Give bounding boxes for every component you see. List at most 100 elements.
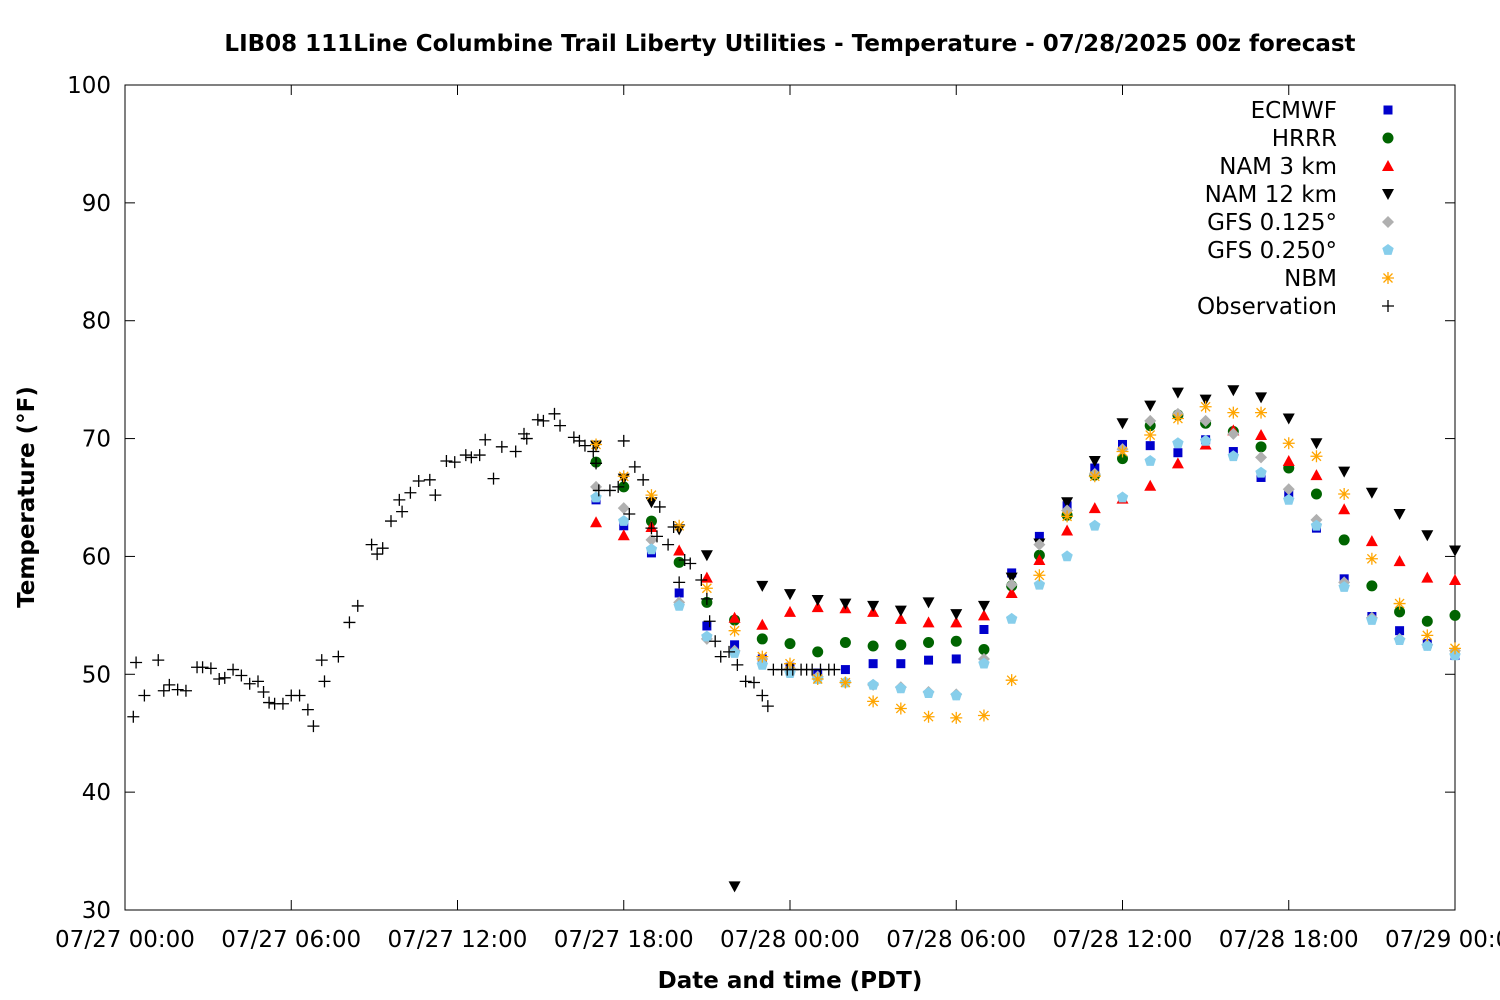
data-point-nbm [1005, 674, 1018, 687]
data-point-gfs-0-250 [1449, 649, 1461, 661]
data-point-observation [590, 457, 603, 470]
data-point-nbm [784, 657, 796, 670]
data-point-gfs-0-250 [978, 657, 990, 669]
data-point-observation [637, 473, 650, 486]
data-point-observation [351, 599, 364, 612]
data-point-observation [651, 530, 663, 543]
data-point-observation [537, 414, 550, 427]
data-point-nam-3-km [1088, 502, 1101, 514]
data-point-gfs-0-250 [1005, 612, 1018, 624]
data-point-observation [171, 683, 184, 696]
data-point-hrrr [1255, 441, 1267, 453]
data-point-observation [828, 663, 841, 676]
data-point-gfs-0-125 [1005, 578, 1018, 591]
data-point-observation [495, 440, 508, 453]
data-point-observation [218, 671, 231, 684]
data-point-observation [578, 439, 591, 452]
data-point-nam-12-km [756, 580, 769, 592]
data-point-ecmwf [840, 665, 850, 675]
data-point-observation [592, 484, 605, 497]
data-point-ecmwf [868, 659, 878, 669]
data-point-nam-12-km [1449, 545, 1461, 557]
data-point-observation [479, 433, 492, 446]
data-point-nam-3-km [1033, 553, 1046, 565]
data-point-observation [179, 684, 192, 697]
data-point-observation [371, 548, 384, 561]
data-point-nam-12-km [1005, 572, 1018, 584]
chart-title: LIB08 111Line Columbine Trail Liberty Ut… [224, 31, 1355, 57]
data-point-gfs-0-250 [1393, 634, 1406, 645]
x-tick-label: 07/29 00:00 [1385, 927, 1500, 953]
legend-marker-gfs-0-125 [1382, 216, 1394, 228]
x-tick-label: 07/28 00:00 [720, 927, 860, 953]
data-point-ecmwf [979, 625, 989, 634]
x-tick-label: 07/27 00:00 [55, 927, 195, 953]
data-point-nam-3-km [922, 616, 935, 628]
data-point-nbm [1227, 406, 1240, 419]
data-point-observation [509, 445, 522, 458]
legend-label-ecmwf: ECMWF [1251, 98, 1337, 124]
y-tick-label: 70 [82, 427, 111, 453]
data-point-hrrr [1338, 534, 1350, 546]
y-tick-label: 90 [82, 191, 111, 217]
data-point-nam-12-km [977, 600, 990, 612]
data-point-observation [459, 449, 472, 462]
data-point-observation [612, 480, 625, 493]
data-point-nam-12-km [922, 597, 935, 609]
data-point-nam-12-km [1310, 438, 1323, 450]
data-point-nam-12-km [894, 605, 907, 617]
data-point-observation [573, 434, 586, 447]
data-point-gfs-0-250 [1199, 434, 1212, 446]
x-axis-label: Date and time (PDT) [658, 968, 923, 994]
data-point-observation [617, 434, 630, 447]
data-point-gfs-0-125 [1282, 483, 1295, 496]
legend-label-nam-12-km: NAM 12 km [1205, 182, 1337, 208]
data-point-observation [440, 454, 453, 467]
data-point-hrrr [756, 633, 768, 645]
data-point-nbm [728, 624, 741, 637]
data-point-nbm [1310, 450, 1323, 463]
data-point-hrrr [1310, 488, 1322, 500]
data-point-hrrr [1117, 453, 1128, 465]
data-point-nbm [756, 650, 769, 663]
data-point-gfs-0-125 [1144, 414, 1157, 427]
data-point-observation [365, 538, 378, 551]
data-point-nam-3-km [1282, 454, 1295, 466]
data-point-ecmwf [702, 621, 712, 631]
data-point-hrrr [950, 635, 962, 647]
data-point-nam-3-km [1421, 571, 1434, 583]
data-point-ecmwf [951, 654, 961, 664]
data-point-observation [293, 689, 306, 702]
series-nbm [590, 400, 1461, 724]
data-point-gfs-0-250 [1172, 437, 1184, 449]
data-point-observation [587, 445, 600, 458]
data-point-observation [714, 650, 727, 663]
data-point-nam-12-km [839, 598, 852, 610]
data-point-observation [603, 484, 616, 497]
data-point-ecmwf [896, 659, 906, 669]
legend-label-nbm: NBM [1284, 266, 1337, 292]
data-point-nbm [922, 710, 935, 723]
x-axis: 07/27 00:00 07/27 06:00 07/27 12:00 07/27 1… [55, 85, 1500, 953]
data-point-observation [227, 663, 240, 676]
data-point-gfs-0-250 [1283, 493, 1295, 505]
data-point-observation [520, 432, 533, 445]
data-point-observation [623, 508, 636, 520]
legend-marker-observation [1382, 300, 1394, 312]
data-point-observation [548, 407, 561, 420]
data-point-gfs-0-250 [756, 658, 768, 670]
data-point-nam-3-km [1338, 503, 1351, 515]
data-point-observation [243, 677, 256, 690]
data-point-observation [412, 475, 425, 487]
y-tick-label: 30 [82, 898, 111, 924]
data-point-observation [703, 615, 716, 628]
data-point-observation [747, 676, 760, 689]
series-observation [127, 407, 841, 733]
data-point-gfs-0-125 [1255, 451, 1268, 464]
data-point-gfs-0-250 [673, 599, 685, 611]
data-point-gfs-0-125 [1033, 538, 1046, 551]
data-point-observation [739, 675, 752, 688]
data-point-nam-12-km [1144, 400, 1157, 412]
data-point-nbm [1365, 552, 1378, 565]
y-tick-label: 80 [82, 309, 111, 335]
